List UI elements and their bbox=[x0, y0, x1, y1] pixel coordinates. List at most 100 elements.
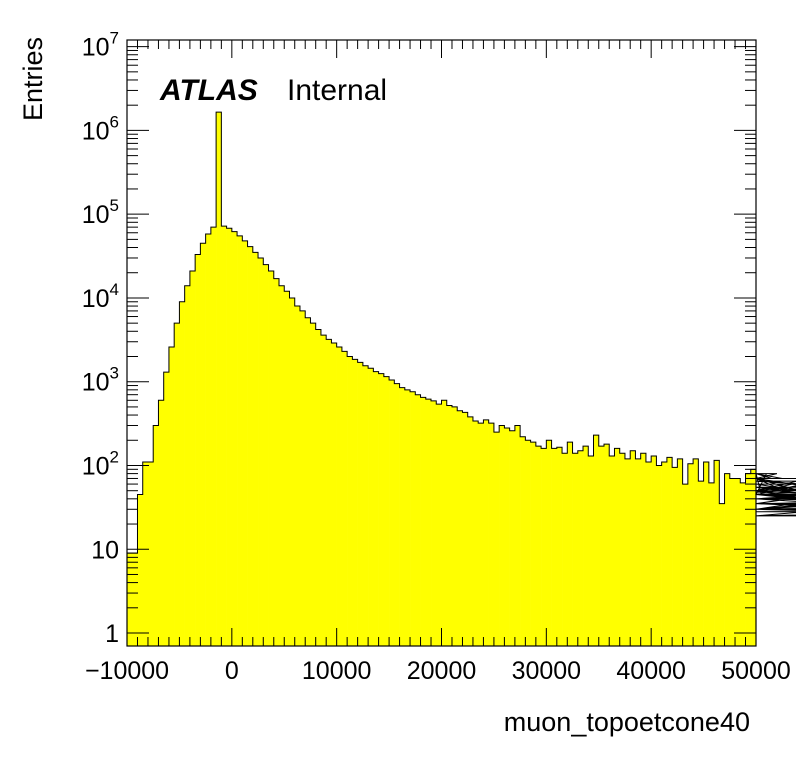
atlas-label: ATLAS bbox=[159, 74, 258, 107]
histogram-bar bbox=[593, 435, 600, 646]
histogram-bar bbox=[729, 478, 736, 646]
histogram-bar bbox=[635, 458, 641, 646]
histogram-bar bbox=[147, 462, 154, 646]
histogram-bar bbox=[457, 410, 463, 646]
histogram-bar bbox=[735, 478, 741, 646]
histogram-bar bbox=[499, 425, 505, 646]
histogram-bar bbox=[703, 462, 710, 646]
histogram-bar bbox=[284, 291, 290, 646]
y-tick-label: 102 bbox=[82, 447, 119, 480]
histogram-bar bbox=[630, 450, 636, 646]
histogram-bar bbox=[247, 246, 254, 646]
plot-frame bbox=[126, 39, 757, 647]
histogram-bar bbox=[509, 430, 516, 646]
histogram-bar bbox=[163, 372, 170, 646]
histogram-bar bbox=[331, 342, 337, 646]
x-tick-label: −10000 bbox=[85, 657, 169, 685]
histogram-bar bbox=[446, 405, 453, 646]
histogram-bar bbox=[640, 453, 647, 646]
histogram-bar bbox=[174, 323, 180, 646]
histogram-bars bbox=[127, 112, 757, 647]
histogram-bar bbox=[326, 339, 332, 646]
histogram-bar bbox=[216, 112, 222, 646]
histogram-bar bbox=[415, 394, 421, 646]
histogram-bar bbox=[619, 453, 626, 646]
histogram-bar bbox=[745, 473, 752, 646]
histogram-bar bbox=[462, 412, 469, 646]
histogram-bar bbox=[441, 400, 448, 646]
histogram-bar bbox=[551, 448, 558, 646]
internal-label: Internal bbox=[287, 74, 387, 107]
histogram-bar bbox=[425, 399, 432, 646]
histogram-bar bbox=[279, 285, 285, 646]
histogram-bar bbox=[320, 335, 327, 646]
histogram-bar bbox=[677, 458, 683, 646]
histogram-bar bbox=[651, 455, 657, 646]
histogram-bar bbox=[383, 376, 390, 646]
histogram-bar bbox=[740, 482, 746, 646]
y-tick-label: 106 bbox=[82, 112, 119, 145]
histogram-bar bbox=[299, 310, 306, 646]
histogram-bar bbox=[158, 400, 164, 646]
x-tick-label: 30000 bbox=[512, 657, 582, 685]
histogram-bar bbox=[530, 442, 537, 646]
histogram-bar bbox=[609, 455, 615, 646]
histogram-bar bbox=[221, 226, 227, 647]
histogram-bar bbox=[431, 400, 437, 646]
histogram-bar bbox=[294, 306, 301, 646]
histogram-bar bbox=[378, 373, 385, 646]
x-tick-label: 40000 bbox=[616, 657, 686, 685]
histogram-bar bbox=[698, 481, 704, 646]
histogram-bar bbox=[252, 252, 259, 646]
histogram-bar bbox=[588, 455, 594, 646]
histogram-bar bbox=[357, 362, 364, 646]
histogram-bar bbox=[719, 503, 725, 646]
histogram-bar bbox=[420, 397, 427, 646]
histogram-bar bbox=[205, 233, 212, 647]
histogram-bar bbox=[672, 467, 678, 646]
histogram-bar bbox=[315, 329, 322, 646]
histogram-bar bbox=[514, 425, 521, 646]
histogram-bar bbox=[504, 428, 510, 646]
y-tick-label: 1 bbox=[105, 620, 119, 648]
histogram-bar bbox=[583, 446, 589, 646]
y-tick-labels: 1 10 102 103 104 105 106 107 bbox=[82, 29, 119, 648]
histogram-bar bbox=[336, 346, 343, 646]
histogram-bar bbox=[546, 440, 552, 646]
histogram-bar bbox=[305, 317, 311, 646]
histogram-bar bbox=[541, 448, 547, 646]
x-axis-title: muon_topoetcone40 bbox=[504, 707, 750, 737]
histogram-bar bbox=[404, 389, 411, 646]
histogram-bar bbox=[168, 346, 175, 646]
axis-ticks bbox=[126, 40, 757, 646]
histogram-bar bbox=[258, 257, 264, 646]
histogram-bar bbox=[556, 447, 563, 646]
histogram-bar bbox=[289, 297, 296, 646]
histogram-bar bbox=[724, 473, 731, 646]
histogram-bar bbox=[310, 323, 316, 646]
histogram-bar bbox=[656, 465, 662, 646]
histogram-bar bbox=[132, 553, 138, 646]
histogram-bar bbox=[184, 285, 191, 646]
histogram-bar bbox=[577, 450, 584, 646]
histogram-bar bbox=[373, 371, 379, 646]
histogram-bar bbox=[483, 419, 489, 646]
histogram-bar bbox=[195, 254, 201, 647]
histogram-bar bbox=[436, 404, 442, 646]
y-tick-label: 105 bbox=[82, 196, 119, 229]
histogram-bar bbox=[478, 423, 484, 646]
histogram-bar bbox=[645, 462, 652, 646]
histogram-bar bbox=[467, 416, 474, 646]
histogram-bar bbox=[389, 379, 395, 646]
histogram-bar bbox=[488, 423, 495, 646]
histogram-bar bbox=[666, 457, 673, 646]
y-axis-title: Entries bbox=[18, 37, 48, 121]
histogram-bar bbox=[410, 391, 416, 646]
histogram-bar bbox=[127, 553, 133, 646]
histogram-bar bbox=[598, 446, 605, 646]
x-tick-label: 20000 bbox=[407, 657, 477, 685]
y-tick-label: 103 bbox=[82, 364, 119, 397]
histogram-bar bbox=[142, 462, 149, 646]
x-tick-labels: −10000 0 10000 20000 30000 40000 50000 bbox=[85, 657, 791, 685]
